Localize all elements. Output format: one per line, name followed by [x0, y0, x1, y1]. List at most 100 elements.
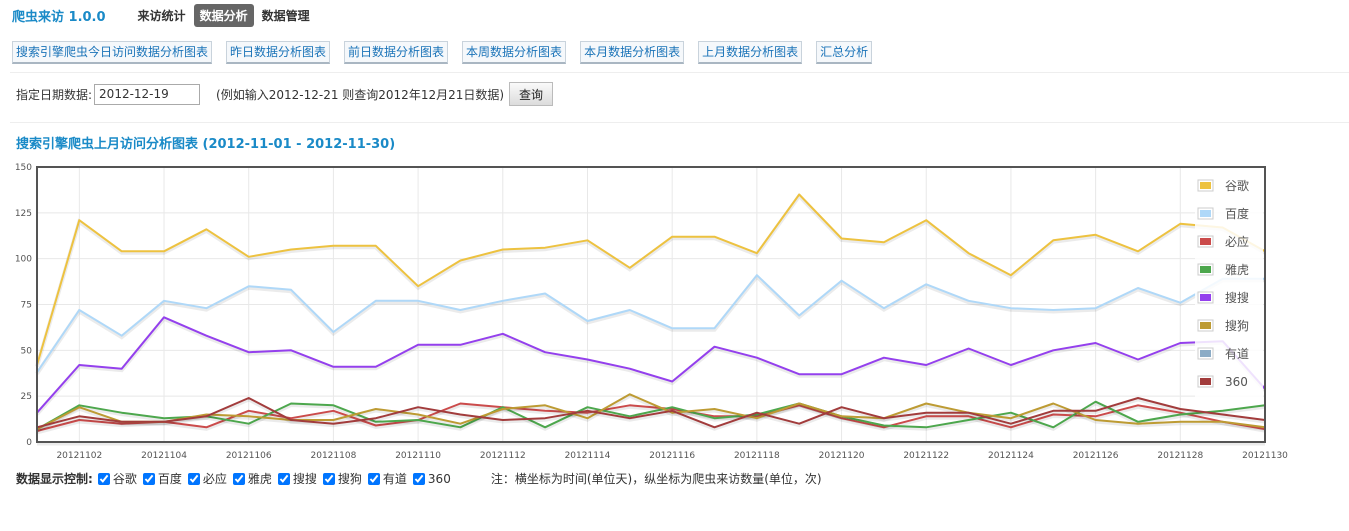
x-tick-label: 20121116 [649, 451, 695, 461]
toggle-label: 有道 [382, 472, 407, 486]
series-shadow [35, 192, 1266, 368]
x-tick-label: 20121106 [226, 451, 272, 461]
today-report-button[interactable]: 搜索引擎爬虫今日访问数据分析图表 [12, 41, 213, 64]
axis-note: 注：横坐标为时间(单位天)，纵坐标为爬虫来访数量(单位，次) [490, 472, 822, 486]
series-shadow [36, 393, 1266, 433]
legend-label: 必应 [1225, 234, 1249, 249]
last-month-report-button[interactable]: 上月数据分析图表 [698, 41, 803, 64]
series-line-搜狗 [36, 393, 1266, 431]
checkbox-yahoo[interactable] [232, 472, 245, 485]
legend-swatch-百度 [1200, 210, 1211, 217]
day-before-report-button[interactable]: 前日数据分析图表 [344, 41, 449, 64]
series-line-百度 [36, 274, 1265, 373]
legend-label: 360 [1225, 375, 1248, 389]
y-tick-label: 25 [21, 392, 32, 402]
toggle-sogou[interactable]: 搜狗 [321, 470, 362, 487]
x-tick-label: 20121126 [1073, 451, 1119, 461]
legend-label: 搜狗 [1225, 318, 1249, 333]
y-tick-label: 125 [15, 209, 32, 219]
toggle-soso[interactable]: 搜搜 [276, 470, 317, 487]
nav-data-management[interactable]: 数据管理 [261, 8, 310, 23]
legend-swatch-360 [1200, 378, 1211, 385]
legend-label: 雅虎 [1225, 262, 1249, 277]
app-title: 爬虫来访 1.0.0 [12, 9, 106, 25]
legend-swatch-搜狗 [1200, 322, 1211, 329]
toggle-label: 搜搜 [292, 472, 317, 486]
legend-label: 有道 [1225, 347, 1249, 361]
toggle-yahoo[interactable]: 雅虎 [231, 470, 272, 487]
series-line-360 [36, 397, 1266, 429]
divider [10, 122, 1349, 123]
this-week-report-button[interactable]: 本周数据分析图表 [462, 41, 567, 64]
toggle-label: 360 [427, 471, 451, 486]
series-line-搜搜 [36, 316, 1266, 414]
chart-title: 搜索引擎爬虫上月访问分析图表 (2012-11-01 - 2012-11-30) [16, 137, 396, 152]
checkbox-soso[interactable] [277, 472, 290, 485]
this-month-report-button[interactable]: 本月数据分析图表 [580, 41, 685, 64]
x-tick-label: 20121108 [311, 451, 357, 461]
toggle-google[interactable]: 谷歌 [96, 470, 137, 487]
toggle-label: 雅虎 [247, 472, 272, 486]
series-line-必应 [36, 402, 1266, 432]
checkbox-sogou[interactable] [322, 472, 335, 485]
y-tick-label: 50 [21, 346, 33, 356]
toggle-label: 百度 [157, 472, 182, 486]
legend-swatch-必应 [1200, 238, 1211, 245]
checkbox-google[interactable] [97, 472, 110, 485]
nav-data-analysis[interactable]: 数据分析 [193, 3, 254, 27]
report-button-row: 搜索引擎爬虫今日访问数据分析图表 昨日数据分析图表 前日数据分析图表 本周数据分… [12, 41, 886, 64]
date-input[interactable] [94, 83, 201, 105]
toggle-baidu[interactable]: 百度 [141, 470, 182, 487]
y-tick-label: 150 [15, 163, 32, 173]
series-line-谷歌 [36, 193, 1266, 366]
x-tick-label: 20121110 [395, 451, 441, 461]
series-line-雅虎 [36, 400, 1266, 431]
legend-label: 搜搜 [1225, 290, 1249, 305]
x-tick-label: 20121130 [1242, 451, 1288, 461]
x-tick-label: 20121128 [1157, 451, 1203, 461]
divider [10, 72, 1349, 73]
checkbox-360[interactable] [412, 472, 425, 485]
legend-label: 谷歌 [1225, 178, 1249, 193]
yesterday-report-button[interactable]: 昨日数据分析图表 [226, 41, 331, 64]
x-tick-label: 20121122 [903, 451, 949, 461]
y-tick-label: 0 [26, 438, 32, 448]
toggle-label: 搜狗 [337, 472, 362, 486]
series-shadow [35, 316, 1267, 416]
toggle-bing[interactable]: 必应 [186, 470, 227, 487]
legend-swatch-搜搜 [1200, 294, 1211, 301]
toggle-youdao[interactable]: 有道 [366, 470, 407, 487]
query-button[interactable]: 查询 [509, 82, 554, 106]
plot-border [36, 166, 1266, 443]
y-tick-label: 100 [15, 255, 32, 265]
summary-report-button[interactable]: 汇总分析 [816, 41, 873, 64]
nav-visit-stats[interactable]: 来访统计 [137, 8, 186, 23]
top-nav-bar: 爬虫来访 1.0.0 来访统计 数据分析 数据管理 [12, 3, 318, 27]
legend-swatch-有道 [1200, 350, 1211, 357]
x-tick-label: 20121124 [988, 451, 1034, 461]
series-shadow [36, 400, 1266, 433]
series-shadow [35, 273, 1265, 375]
toggle-360[interactable]: 360 [411, 472, 451, 486]
y-tick-label: 75 [21, 301, 32, 311]
date-hint: (例如输入2012-12-21 则查询2012年12月21日数据) [216, 87, 505, 102]
date-label: 指定日期数据: [16, 87, 93, 102]
toggle-label: 必应 [202, 472, 227, 486]
legend-swatch-谷歌 [1200, 182, 1211, 189]
x-tick-label: 20121118 [734, 451, 780, 461]
line-chart: 0 25 50 75 100 125 150 20121102 20121104 20121106… [15, 163, 1288, 461]
checkbox-bing[interactable] [187, 472, 200, 485]
checkbox-baidu[interactable] [142, 472, 155, 485]
checkbox-youdao[interactable] [367, 472, 380, 485]
x-tick-label: 20121112 [480, 451, 526, 461]
date-query-row: 指定日期数据: (例如输入2012-12-21 则查询2012年12月21日数据… [16, 82, 554, 106]
toggle-label: 谷歌 [112, 472, 137, 486]
x-tick-label: 20121114 [565, 451, 611, 461]
legend-swatch-雅虎 [1200, 266, 1211, 273]
series-shadow [36, 397, 1266, 431]
series-display-controls: 数据显示控制: 谷歌 百度 必应 雅虎 搜搜 搜狗 有道 360 注：横坐标为时… [16, 470, 822, 487]
x-tick-label: 20121102 [56, 451, 102, 461]
x-tick-label: 20121120 [819, 451, 865, 461]
legend-label: 百度 [1225, 206, 1249, 221]
controls-label: 数据显示控制: [16, 472, 93, 486]
